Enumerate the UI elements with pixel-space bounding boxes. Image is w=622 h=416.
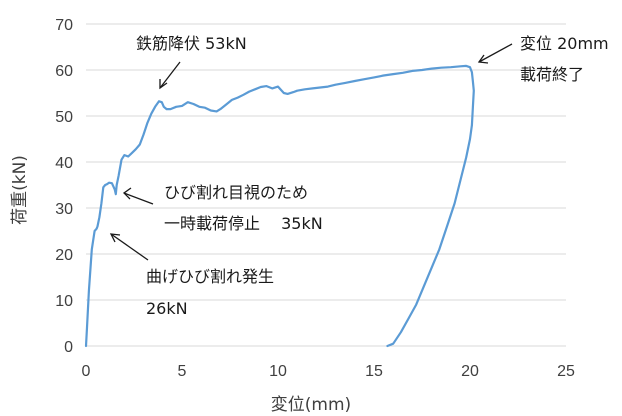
annotation-end-displacement: 変位 20mm (520, 34, 609, 53)
x-tick-label: 0 (82, 363, 91, 380)
grid-lines (86, 23, 566, 301)
annotation-arrowhead-yield (159, 79, 168, 90)
x-tick-label: 15 (365, 363, 383, 380)
annotation-arrowhead-crack (109, 233, 121, 243)
annotation-rebar-yield: 鉄筋降伏 53kN (136, 34, 247, 53)
y-tick-label: 30 (55, 201, 73, 218)
y-tick-label: 70 (55, 17, 73, 34)
x-tick-label: 20 (461, 363, 479, 380)
series-layer (84, 64, 475, 348)
tick-labels: 0 10 20 30 40 50 60 70 0 5 10 15 20 25 (55, 17, 575, 380)
y-tick-label: 0 (64, 339, 73, 356)
annotation-crack-observation-1: ひび割れ目視のため (164, 183, 308, 202)
annotation-arrow-end (478, 43, 513, 63)
annotation-flexural-crack-load: 26kN (146, 299, 188, 318)
series-line (84, 64, 475, 348)
annotation-arrow-crack (110, 233, 149, 261)
annotation-arrowhead-end (477, 54, 489, 64)
y-tick-label: 50 (55, 109, 73, 126)
y-tick-label: 40 (55, 155, 73, 172)
x-tick-label: 25 (557, 363, 575, 380)
y-tick-label: 10 (55, 293, 73, 310)
annotation-flexural-crack: 曲げひび割れ発生 (146, 267, 274, 286)
x-axis-title: 変位(mm) (271, 395, 351, 415)
x-tick-label: 10 (269, 363, 287, 380)
annotation-end-loading: 載荷終了 (520, 65, 584, 84)
annotation-crack-observation-2: 一時載荷停止 35kN (164, 214, 323, 233)
y-tick-label: 60 (55, 63, 73, 80)
y-axis-title: 荷重(kN) (10, 155, 30, 225)
x-tick-label: 5 (178, 363, 187, 380)
annotation-arrow-pause (123, 192, 154, 205)
annotation-arrow-yield (159, 61, 181, 89)
annotation-arrowhead-pause (122, 187, 132, 200)
y-tick-label: 20 (55, 247, 73, 264)
